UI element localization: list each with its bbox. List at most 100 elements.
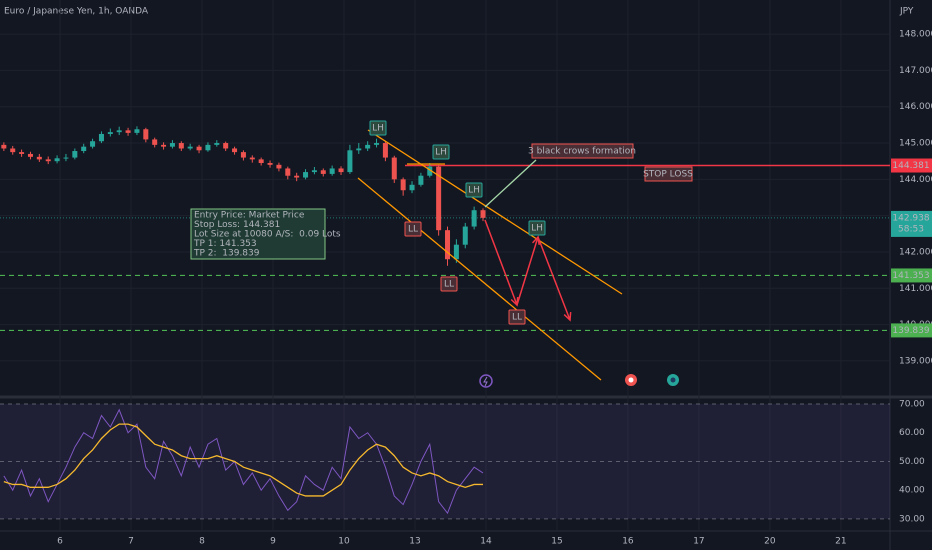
y-tick-label: 40.00 [899,486,925,496]
candle-body [382,143,388,158]
swing-label-box [404,221,422,237]
candle-body [152,139,158,145]
candle-body [258,159,264,164]
candle-body [63,157,69,159]
y-tick-label: 144.000 [899,175,932,185]
candle-body [374,143,380,145]
candle-body [347,150,353,173]
x-tick-label: 14 [480,537,492,547]
trade-info-line: TP 2: 139.839 [193,249,260,259]
candle-body [276,164,282,169]
candle-body [214,143,220,145]
candle-body [400,179,406,191]
y-tick-label: 30.00 [899,514,925,524]
trade-info-line: Entry Price: Market Price [194,211,305,221]
candle-body [453,244,459,260]
candle-body [391,157,397,180]
price-label-box [891,323,932,338]
candle-body [427,166,433,176]
price-label: 139.839 [892,326,929,336]
candle-body [134,129,140,133]
event-icon[interactable] [479,374,493,388]
candle-body [72,151,78,158]
swing-label: LL [444,280,454,290]
channel-line [367,129,623,295]
swing-label: LL [408,225,418,235]
price-label-box [891,158,932,173]
candle-body [116,130,122,133]
candle-body [436,166,442,231]
candle-body [98,133,104,142]
candle-body [249,157,255,160]
swing-label: LL [512,313,522,323]
x-tick-label: 10 [338,537,350,547]
candle-body [27,153,33,157]
swing-label-box [440,276,458,292]
x-tick-label: 20 [764,537,776,547]
swing-label-box [432,144,450,160]
candle-body [329,168,335,174]
candle-body [240,152,246,158]
projection-arrow [516,236,539,306]
candle-body [445,230,451,260]
candle-body [178,143,184,149]
candle-body [285,168,291,176]
y-tick-label: 139.000 [899,356,932,366]
y-tick-label: 148.000 [899,30,932,40]
swing-label: LH [435,148,447,158]
candle-body [223,143,229,149]
candle-body [294,175,300,178]
projection-arrow [537,236,571,321]
rsi-line [3,408,484,515]
candle-body [480,210,486,218]
y-tick-label: 147.000 [899,66,932,76]
stop-loss-label: STOP LOSS [643,170,693,180]
x-tick-label: 6 [57,537,63,547]
candle-body [10,148,16,153]
candle-body [125,130,131,133]
candle-body [196,146,202,151]
y-tick-label: 146.000 [899,102,932,112]
lightning-icon [483,376,488,387]
x-tick-label: 21 [835,537,846,547]
event-dot [670,377,676,383]
arrow-head [563,311,572,322]
countdown: 58:53 [898,224,924,234]
candle-body [169,143,175,147]
x-tick-label: 13 [409,537,420,547]
candle-body [320,170,326,174]
stop-loss-box [644,166,693,182]
candle-body [471,210,477,227]
candle-body [45,159,51,162]
symbol-title: Euro / Japanese Yen, 1h, OANDA [4,7,149,17]
swing-label-box [465,182,483,198]
candle-body [107,132,113,134]
candle-body [418,175,424,185]
candle-body [409,184,415,191]
channel-line [357,177,602,381]
swing-label: LH [372,124,384,134]
candle-body [205,144,211,151]
candle-body [161,144,167,147]
trade-info-line: TP 1: 141.353 [193,239,257,249]
x-tick-label: 15 [551,537,562,547]
event-dot [628,377,634,383]
swing-label: LH [468,186,480,196]
currency: JPY [899,7,914,17]
candle-body [54,158,60,162]
x-tick-label: 16 [622,537,634,547]
swing-label-box [369,120,387,136]
price-label: 141.353 [892,271,929,281]
rsi-line [3,423,484,497]
last-price-label: 142.938 [892,213,929,223]
swing-label: LH [531,224,543,234]
projection-arrow [484,219,518,306]
candle-body [90,141,96,147]
x-tick-label: 8 [199,537,205,547]
pattern-pointer [484,159,537,208]
candle-body [1,144,7,149]
price-label-box [891,268,932,283]
x-tick-label: 17 [693,537,704,547]
